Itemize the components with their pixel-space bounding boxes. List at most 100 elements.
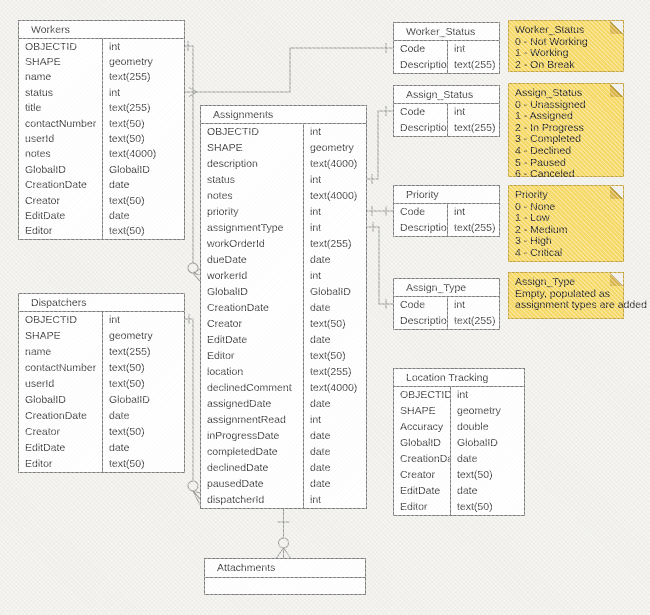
- field-name: userId: [19, 131, 103, 147]
- field-name: priority: [201, 204, 304, 220]
- field-name: title: [19, 100, 103, 116]
- field-row: name text(255): [19, 344, 184, 360]
- relationship-assignments-to-attachments: [276, 507, 291, 559]
- field-type: date: [310, 446, 331, 458]
- field-name: dueDate: [201, 252, 304, 268]
- field-name: GlobalID: [394, 435, 451, 451]
- field-row: assignedDate date: [201, 396, 366, 412]
- field-row: CreationDate date: [19, 177, 184, 193]
- field-type: text(255): [310, 366, 352, 378]
- field-type: text(255): [109, 346, 151, 358]
- field-row: Accuracy double: [394, 419, 524, 435]
- field-row: priority int: [201, 204, 366, 220]
- note-line: 1 - Assigned: [515, 110, 573, 123]
- field-type: geometry: [457, 405, 501, 417]
- field-type: text(4000): [109, 148, 157, 161]
- field-type: int: [310, 494, 322, 506]
- field-name: pausedDate: [201, 476, 304, 492]
- field-row: OBJECTID int: [201, 124, 366, 140]
- field-row: GlobalID GlobalID: [19, 162, 184, 178]
- field-type: text(50): [109, 133, 145, 146]
- field-name: contactNumber: [19, 360, 103, 376]
- field-name: GlobalID: [19, 392, 103, 408]
- note-line: 0 - Not Working: [515, 35, 588, 48]
- relationship-assignments-assignmenttype-to-assign-type-code: [367, 222, 393, 309]
- field-type: int: [109, 86, 121, 99]
- field-type: GlobalID: [109, 163, 150, 176]
- note-line: 3 - Completed: [515, 133, 581, 146]
- field-type: int: [310, 414, 322, 426]
- field-name: CreationDate: [19, 177, 103, 193]
- field-name: notes: [201, 188, 304, 204]
- field-row: Creator text(50): [201, 316, 366, 332]
- field-type: int: [454, 299, 466, 311]
- field-type: int: [310, 206, 322, 218]
- field-row: declinedComment text(4000): [201, 380, 366, 396]
- field-name: OBJECTID: [19, 39, 103, 55]
- field-type: int: [310, 270, 322, 282]
- field-row: GlobalID GlobalID: [201, 284, 366, 300]
- field-name: status: [19, 85, 103, 101]
- note-folded-corner-icon: [610, 21, 623, 34]
- note-line: 6 - Canceled: [515, 168, 575, 181]
- field-row: location text(255): [201, 364, 366, 380]
- note-line: 1 - Working: [515, 47, 569, 60]
- entity-table-workers: Workers OBJECTID int SHAPE geometry name text(…: [18, 20, 185, 241]
- field-name: Code: [394, 204, 448, 220]
- field-name: Code: [394, 41, 448, 57]
- field-name: Description: [394, 220, 448, 236]
- entity-table-assignments: Assignments OBJECTID int SHAPE geometry descr…: [200, 105, 367, 509]
- field-type: date: [457, 485, 478, 497]
- field-row: Description text(255): [394, 220, 499, 236]
- field-row: description text(4000): [201, 156, 366, 172]
- field-name: SHAPE: [19, 54, 103, 70]
- field-type: int: [310, 174, 322, 186]
- field-name: workOrderId: [201, 236, 304, 252]
- table-title-assign_status: Assign_Status: [394, 86, 499, 104]
- field-type: double: [457, 421, 489, 433]
- field-name: location: [201, 364, 304, 380]
- entity-table-priority: Priority Code int Description text(255): [393, 185, 500, 237]
- table-title-priority: Priority: [394, 186, 499, 204]
- field-row: EditDate date: [201, 332, 366, 348]
- field-name: CreationDate: [19, 408, 103, 424]
- table-title-dispatchers: Dispatchers: [19, 294, 184, 312]
- field-name: assignmentType: [201, 220, 304, 236]
- field-name: SHAPE: [19, 328, 103, 344]
- note-line: 1 - Low: [515, 212, 550, 225]
- field-row: Code int: [394, 104, 499, 120]
- field-row: declinedDate date: [201, 460, 366, 476]
- field-type: date: [109, 442, 130, 454]
- field-row: completedDate date: [201, 444, 366, 460]
- field-type: text(4000): [310, 382, 358, 394]
- note-line: 3 - High: [515, 235, 552, 248]
- field-name: CreationDate: [394, 451, 451, 467]
- relationship-assignments-status-to-assign-status-code: [367, 106, 393, 184]
- field-type: date: [109, 209, 130, 222]
- field-row: CreationDate date: [19, 408, 184, 424]
- field-type: text(50): [310, 318, 346, 330]
- field-type: text(4000): [310, 190, 358, 202]
- relationship-workers-status-to-worker-status-code: [185, 43, 393, 97]
- field-type: GlobalID: [310, 286, 351, 298]
- field-name: Code: [394, 297, 448, 313]
- table-title-location_tracking: Location Tracking: [394, 369, 524, 387]
- sticky-note_worker_status: Worker_Status 0 - Not Working 1 - Working 2…: [508, 20, 624, 72]
- relationship-assignments-priority-to-priority-code: [367, 206, 393, 216]
- note-line: 4 - Declined: [515, 144, 572, 157]
- field-row: Creator text(50): [394, 467, 524, 483]
- field-name: notes: [19, 146, 103, 163]
- field-row: Description text(255): [394, 313, 499, 329]
- field-name: description: [201, 156, 304, 172]
- field-row: pausedDate date: [201, 476, 366, 492]
- field-row: notes text(4000): [201, 188, 366, 204]
- field-name: EditDate: [19, 208, 103, 224]
- field-row: SHAPE geometry: [394, 403, 524, 419]
- field-name: contactNumber: [19, 115, 103, 132]
- field-name: declinedComment: [201, 380, 304, 396]
- field-name: Accuracy: [394, 419, 451, 435]
- note-line: 0 - None: [515, 200, 556, 213]
- field-type: text(50): [457, 469, 493, 481]
- field-type: text(4000): [310, 158, 358, 170]
